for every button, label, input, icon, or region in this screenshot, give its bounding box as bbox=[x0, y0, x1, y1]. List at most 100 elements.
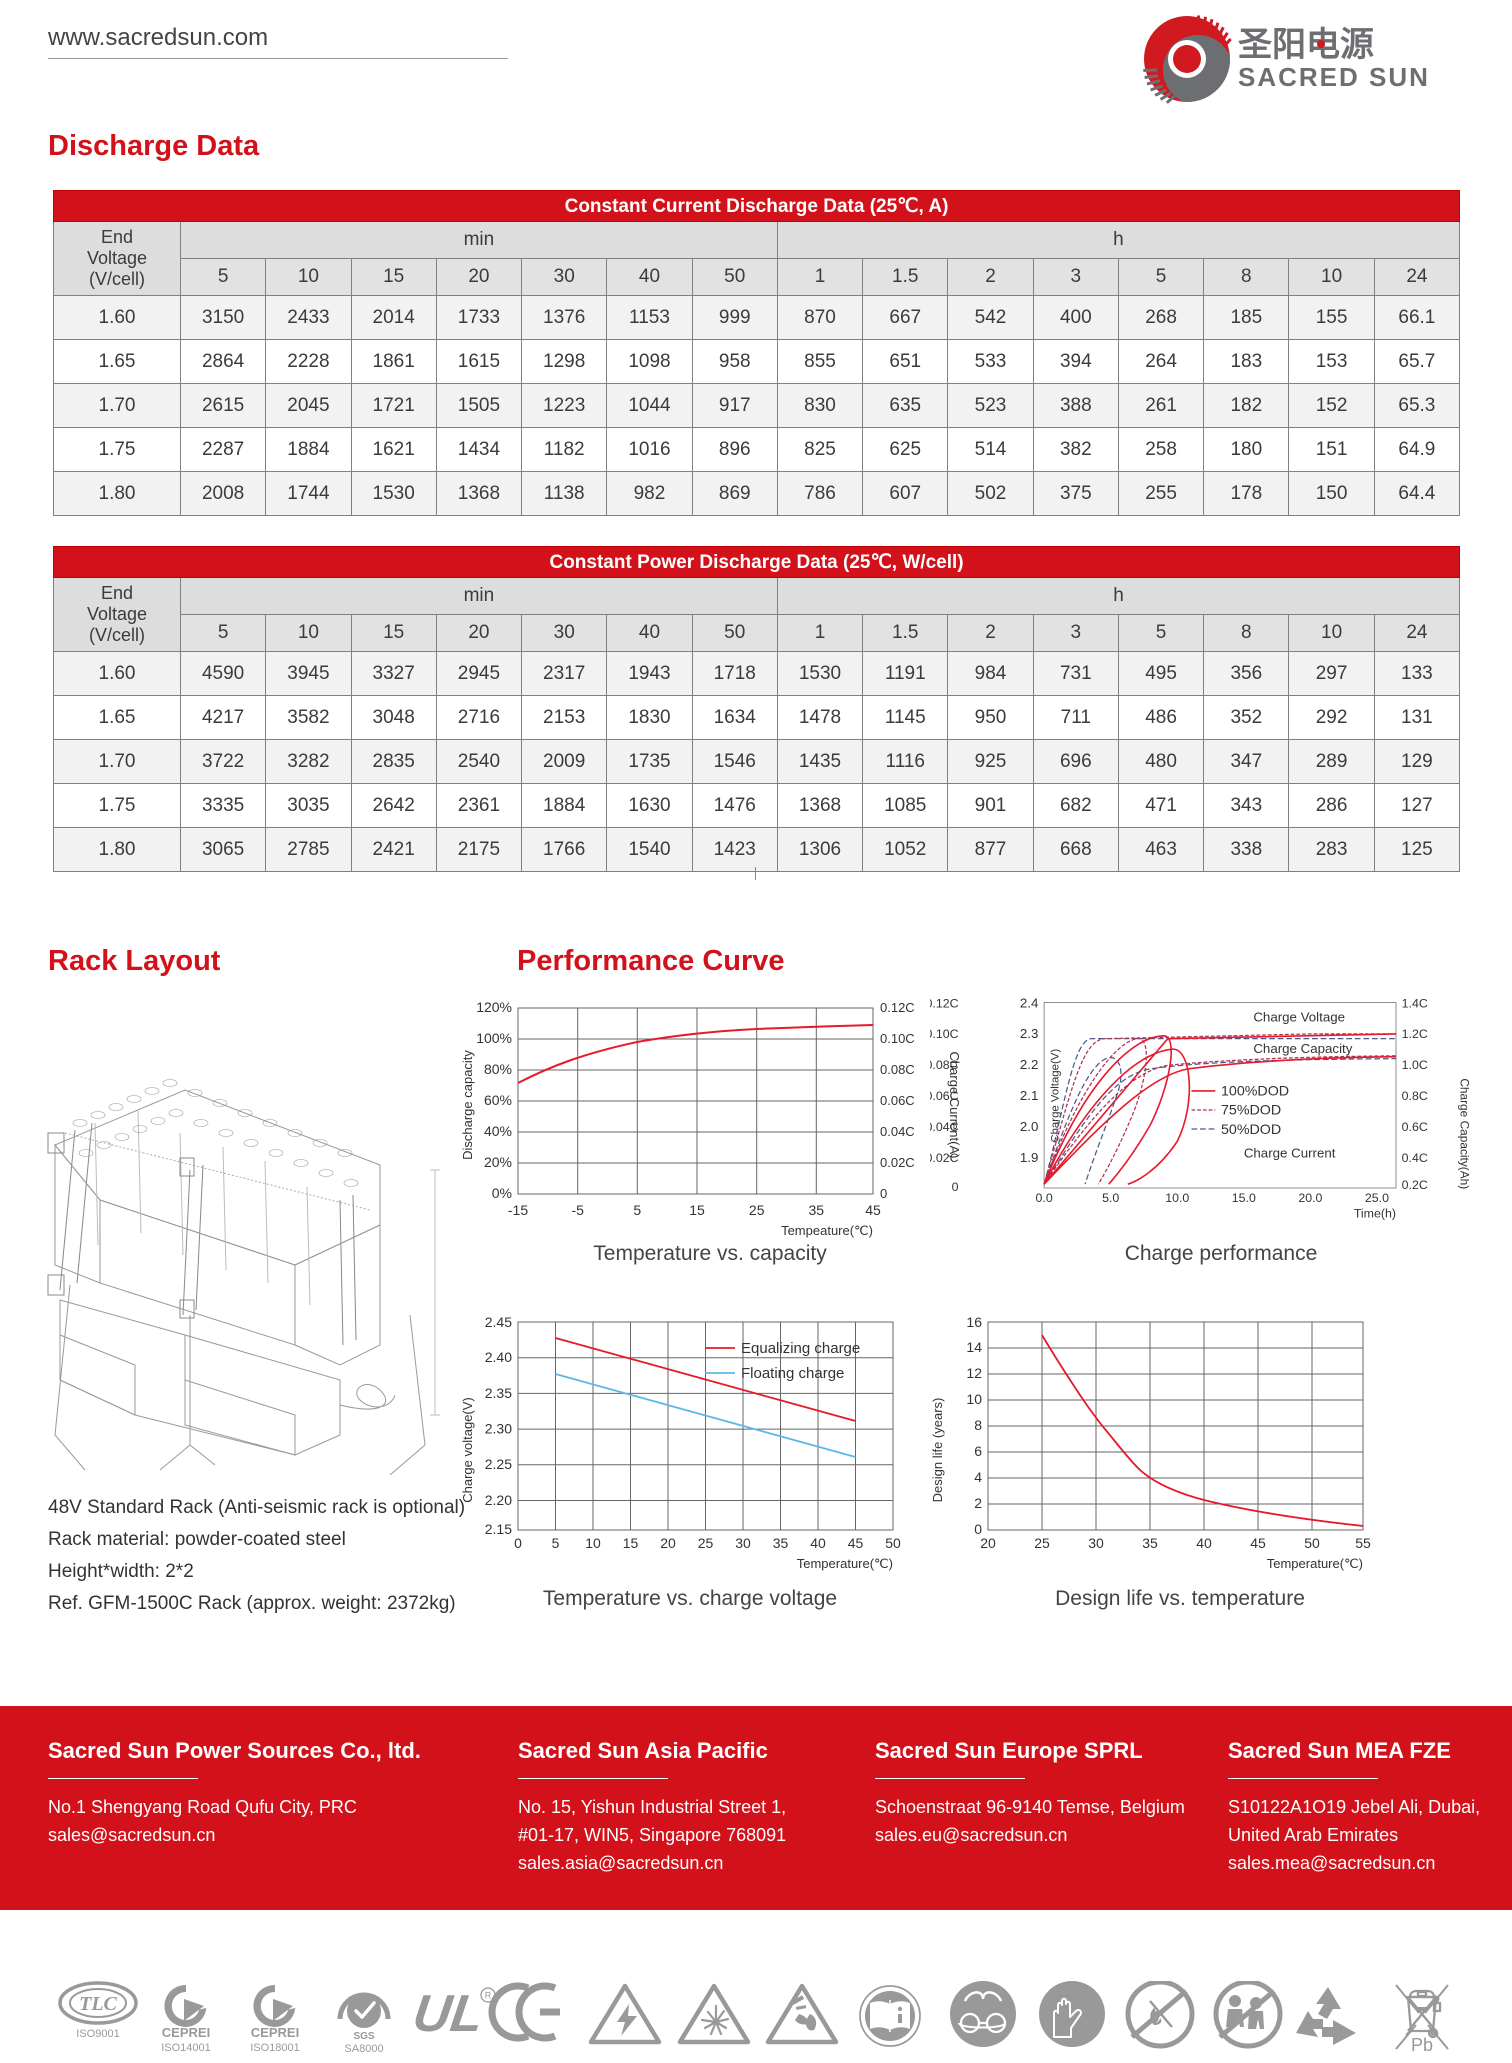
svg-text:TLC: TLC bbox=[79, 1993, 117, 2015]
svg-text:0.04C: 0.04C bbox=[880, 1124, 915, 1139]
svg-text:0: 0 bbox=[952, 1180, 959, 1194]
svg-text:30: 30 bbox=[1088, 1535, 1104, 1551]
svg-text:6: 6 bbox=[974, 1443, 982, 1459]
svg-text:45: 45 bbox=[848, 1535, 864, 1551]
svg-text:0.12C: 0.12C bbox=[880, 1000, 915, 1015]
svg-text:Charge voltage(V): Charge voltage(V) bbox=[460, 1397, 475, 1503]
svg-text:0.08C: 0.08C bbox=[930, 1058, 959, 1072]
svg-text:25: 25 bbox=[1034, 1535, 1050, 1551]
svg-text:2.25: 2.25 bbox=[485, 1456, 512, 1472]
svg-text:2.4: 2.4 bbox=[1020, 995, 1039, 1010]
svg-text:2.15: 2.15 bbox=[485, 1521, 512, 1537]
svg-text:20: 20 bbox=[980, 1535, 996, 1551]
svg-text:2.40: 2.40 bbox=[485, 1349, 512, 1365]
svg-text:45: 45 bbox=[865, 1202, 881, 1218]
svg-text:-15: -15 bbox=[508, 1202, 528, 1218]
svg-text:Pb: Pb bbox=[1411, 2035, 1433, 2055]
svg-text:0.2C: 0.2C bbox=[1402, 1178, 1428, 1192]
svg-text:20.0: 20.0 bbox=[1298, 1191, 1322, 1205]
svg-text:120%: 120% bbox=[476, 999, 512, 1015]
svg-text:0%: 0% bbox=[492, 1185, 512, 1201]
svg-text:1.4C: 1.4C bbox=[1402, 996, 1428, 1010]
svg-text:35: 35 bbox=[809, 1202, 825, 1218]
svg-text:5.0: 5.0 bbox=[1102, 1191, 1119, 1205]
svg-text:8: 8 bbox=[974, 1417, 982, 1433]
svg-text:0.04C: 0.04C bbox=[930, 1120, 959, 1134]
svg-text:15.0: 15.0 bbox=[1232, 1191, 1256, 1205]
svg-text:SA8000: SA8000 bbox=[344, 2043, 383, 2055]
svg-text:0: 0 bbox=[880, 1186, 887, 1201]
svg-text:Floating charge: Floating charge bbox=[741, 1365, 844, 1382]
svg-text:10: 10 bbox=[966, 1391, 982, 1407]
svg-text:0.10C: 0.10C bbox=[880, 1031, 915, 1046]
svg-text:5: 5 bbox=[552, 1535, 560, 1551]
svg-text:0.6C: 0.6C bbox=[1402, 1120, 1428, 1134]
svg-text:2.1: 2.1 bbox=[1020, 1088, 1039, 1103]
svg-text:14: 14 bbox=[966, 1339, 982, 1355]
svg-text:Temperature(℃): Temperature(℃) bbox=[1267, 1556, 1363, 1571]
svg-text:2.3: 2.3 bbox=[1020, 1026, 1039, 1041]
svg-text:0.0: 0.0 bbox=[1036, 1191, 1053, 1205]
svg-text:ISO14001: ISO14001 bbox=[161, 2042, 211, 2054]
svg-text:Equalizing charge: Equalizing charge bbox=[741, 1340, 860, 1357]
svg-text:15: 15 bbox=[689, 1202, 705, 1218]
svg-text:Temperature(℃): Temperature(℃) bbox=[797, 1556, 893, 1571]
svg-text:Time(h): Time(h) bbox=[1354, 1206, 1396, 1220]
svg-text:0.10C: 0.10C bbox=[930, 1027, 959, 1041]
svg-text:ISO9001: ISO9001 bbox=[76, 2028, 119, 2040]
svg-text:25.0: 25.0 bbox=[1365, 1191, 1389, 1205]
svg-text:2.30: 2.30 bbox=[485, 1421, 512, 1437]
svg-text:45: 45 bbox=[1250, 1535, 1266, 1551]
svg-text:Design life (years): Design life (years) bbox=[930, 1398, 945, 1503]
svg-text:2.20: 2.20 bbox=[485, 1492, 512, 1508]
svg-text:1.0C: 1.0C bbox=[1402, 1058, 1428, 1072]
svg-text:30: 30 bbox=[735, 1535, 751, 1551]
svg-text:20%: 20% bbox=[484, 1154, 512, 1170]
svg-text:40: 40 bbox=[1196, 1535, 1212, 1551]
svg-text:2.2: 2.2 bbox=[1020, 1057, 1039, 1072]
svg-text:25: 25 bbox=[698, 1535, 714, 1551]
svg-text:2.35: 2.35 bbox=[485, 1385, 512, 1401]
svg-text:0.08C: 0.08C bbox=[880, 1062, 915, 1077]
svg-text:12: 12 bbox=[966, 1365, 982, 1381]
svg-text:75%DOD: 75%DOD bbox=[1221, 1103, 1281, 1119]
svg-text:10.0: 10.0 bbox=[1165, 1191, 1189, 1205]
svg-text:Charge Capacity(Ah): Charge Capacity(Ah) bbox=[1458, 1078, 1472, 1189]
svg-text:15: 15 bbox=[623, 1535, 639, 1551]
svg-text:40: 40 bbox=[810, 1535, 826, 1551]
svg-text:0: 0 bbox=[514, 1535, 522, 1551]
svg-text:4: 4 bbox=[974, 1469, 982, 1485]
svg-text:SGS: SGS bbox=[353, 2031, 374, 2042]
svg-text:Discharge capacity: Discharge capacity bbox=[460, 1050, 475, 1160]
svg-text:Charge Capacity: Charge Capacity bbox=[1253, 1041, 1352, 1056]
svg-text:2: 2 bbox=[974, 1495, 982, 1511]
svg-text:35: 35 bbox=[1142, 1535, 1158, 1551]
svg-text:35: 35 bbox=[773, 1535, 789, 1551]
svg-text:2.0: 2.0 bbox=[1020, 1119, 1039, 1134]
svg-text:Tempeature(℃): Tempeature(℃) bbox=[781, 1223, 873, 1238]
svg-text:10: 10 bbox=[585, 1535, 601, 1551]
svg-text:R: R bbox=[485, 1991, 492, 2001]
svg-text:55: 55 bbox=[1355, 1535, 1371, 1551]
svg-text:50: 50 bbox=[1304, 1535, 1320, 1551]
svg-text:0.02C: 0.02C bbox=[880, 1155, 915, 1170]
svg-text:ISO18001: ISO18001 bbox=[250, 2042, 300, 2054]
svg-text:Charge Voltage: Charge Voltage bbox=[1253, 1010, 1345, 1025]
svg-text:0.4C: 0.4C bbox=[1402, 1151, 1428, 1165]
svg-text:0.8C: 0.8C bbox=[1402, 1089, 1428, 1103]
svg-text:50: 50 bbox=[885, 1535, 901, 1551]
svg-text:UL: UL bbox=[409, 1985, 486, 2043]
svg-text:1.9: 1.9 bbox=[1020, 1150, 1039, 1165]
svg-text:40%: 40% bbox=[484, 1123, 512, 1139]
svg-text:100%: 100% bbox=[476, 1030, 512, 1046]
svg-text:50%DOD: 50%DOD bbox=[1221, 1122, 1281, 1138]
svg-text:5: 5 bbox=[633, 1202, 641, 1218]
svg-text:20: 20 bbox=[660, 1535, 676, 1551]
svg-text:0.06C: 0.06C bbox=[880, 1093, 915, 1108]
svg-text:2.45: 2.45 bbox=[485, 1314, 512, 1330]
svg-text:圣阳电源: 圣阳电源 bbox=[1238, 26, 1374, 64]
svg-text:80%: 80% bbox=[484, 1061, 512, 1077]
svg-text:0.12C: 0.12C bbox=[930, 996, 959, 1010]
svg-text:100%DOD: 100%DOD bbox=[1221, 1084, 1289, 1100]
svg-text:SACRED SUN: SACRED SUN bbox=[1238, 62, 1430, 92]
